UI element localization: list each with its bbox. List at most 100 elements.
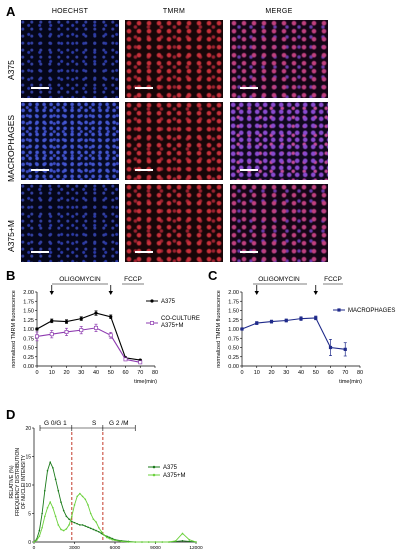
data-point xyxy=(41,526,43,529)
oligomycin-label: OLIGOMYCIN xyxy=(59,276,101,283)
x-tick-label: 70 xyxy=(342,370,348,376)
series-line xyxy=(36,327,141,363)
column-header-merge: MERGE xyxy=(265,8,293,15)
scale-bar xyxy=(135,251,153,253)
data-point xyxy=(68,524,70,526)
oligomycin-label: OLIGOMYCIN xyxy=(258,276,300,283)
data-point xyxy=(71,520,73,523)
data-point xyxy=(57,524,60,526)
x-tick-label: 0 xyxy=(33,545,36,550)
y-tick-label: 1.50 xyxy=(228,309,239,315)
fccp-label: FCCP xyxy=(324,276,342,283)
x-tick-label: 0 xyxy=(35,370,38,376)
x-tick-label: 60 xyxy=(327,370,333,376)
series-line xyxy=(33,492,197,543)
data-point xyxy=(73,504,76,506)
injection-arrow-head xyxy=(313,291,318,295)
y-tick-label: 2.00 xyxy=(228,290,239,296)
scale-bar xyxy=(31,251,49,253)
x-axis-label: time(min) xyxy=(339,379,362,385)
data-point xyxy=(64,330,69,334)
y-tick-label: 5 xyxy=(28,512,31,518)
x-tick-label: 3000 xyxy=(69,545,80,550)
data-point xyxy=(60,501,62,503)
micrograph-a375m-tmrm xyxy=(125,184,223,262)
y-tick-label: 15 xyxy=(25,455,31,461)
data-point xyxy=(64,320,69,324)
data-point xyxy=(111,538,114,541)
micrograph-a375-merge xyxy=(230,20,328,98)
data-point xyxy=(111,537,114,540)
y-axis-label: normalized TMRM fluorescence xyxy=(216,290,222,368)
data-point xyxy=(71,515,73,518)
data-point xyxy=(79,317,83,321)
data-point xyxy=(46,507,49,509)
data-point xyxy=(44,489,46,492)
scale-bar xyxy=(135,169,153,171)
data-point xyxy=(181,540,184,542)
data-point xyxy=(195,541,197,543)
data-point xyxy=(109,315,113,319)
x-tick-label: 12000 xyxy=(189,545,203,550)
data-point xyxy=(89,527,92,530)
data-point xyxy=(100,532,103,535)
y-axis-label: normalized TMRM fluorescence xyxy=(11,290,17,368)
data-point xyxy=(41,512,43,515)
data-point xyxy=(49,461,51,463)
data-point xyxy=(87,526,89,528)
data-point xyxy=(106,536,108,539)
data-point xyxy=(154,541,157,543)
x-axis-label: time(min) xyxy=(134,379,157,385)
x-tick-label: 80 xyxy=(152,370,158,376)
data-point xyxy=(54,515,57,518)
y-tick-label: 1.00 xyxy=(228,327,239,333)
x-tick-label: 50 xyxy=(313,370,319,376)
data-point xyxy=(49,501,51,503)
ylabel-line1: RELATIVE (%) xyxy=(9,465,15,498)
data-point xyxy=(76,522,78,525)
legend-marker xyxy=(152,473,156,477)
data-point xyxy=(255,321,259,325)
legend-marker xyxy=(152,465,156,469)
micrograph-a375m-hoechst xyxy=(21,184,119,262)
y-tick-label: 0.75 xyxy=(23,336,34,342)
scale-bar xyxy=(240,169,258,171)
x-tick-label: 60 xyxy=(122,370,128,376)
scale-bar xyxy=(31,169,49,171)
data-point xyxy=(84,525,87,527)
y-tick-label: 1.75 xyxy=(23,299,34,305)
x-tick-label: 10 xyxy=(49,370,55,376)
legend-label: A375 xyxy=(163,465,178,471)
data-point xyxy=(108,537,111,540)
y-tick-label: 20 xyxy=(25,426,31,432)
ylabel-line3: OF NUCLEI INTENSITY xyxy=(21,454,27,509)
y-tick-label: 0.00 xyxy=(23,364,34,370)
data-point xyxy=(147,541,150,543)
series-line xyxy=(241,317,346,350)
chart-d: 0 3000 6000 9000 12000 0 5 10 15 20 A375 A375+M G 0… xyxy=(9,420,203,550)
data-point xyxy=(188,540,191,543)
y-tick-label: 1.00 xyxy=(23,327,34,333)
data-point xyxy=(138,360,143,365)
scale-bar xyxy=(240,87,258,89)
panel-letter-a: A xyxy=(6,4,16,19)
legend-co-culture-line2: A375+M xyxy=(161,323,184,329)
micrograph-a375-hoechst xyxy=(21,20,119,98)
row-label-macrophages: MACROPHAGES xyxy=(6,114,16,182)
data-point xyxy=(343,347,347,351)
data-point xyxy=(35,327,39,331)
column-header-tmrm: TMRM xyxy=(162,8,186,15)
x-tick-label: 80 xyxy=(357,370,363,376)
data-point xyxy=(65,528,68,530)
data-point xyxy=(46,469,49,472)
data-point xyxy=(79,328,84,333)
data-point xyxy=(328,345,333,350)
data-point xyxy=(81,495,84,498)
data-point xyxy=(240,327,244,331)
data-point xyxy=(62,509,65,512)
x-tick-label: 40 xyxy=(93,370,99,376)
data-point xyxy=(54,478,57,481)
injection-arrow-head xyxy=(254,291,259,295)
data-point xyxy=(174,540,177,542)
legend-label: A375+M xyxy=(163,473,186,479)
